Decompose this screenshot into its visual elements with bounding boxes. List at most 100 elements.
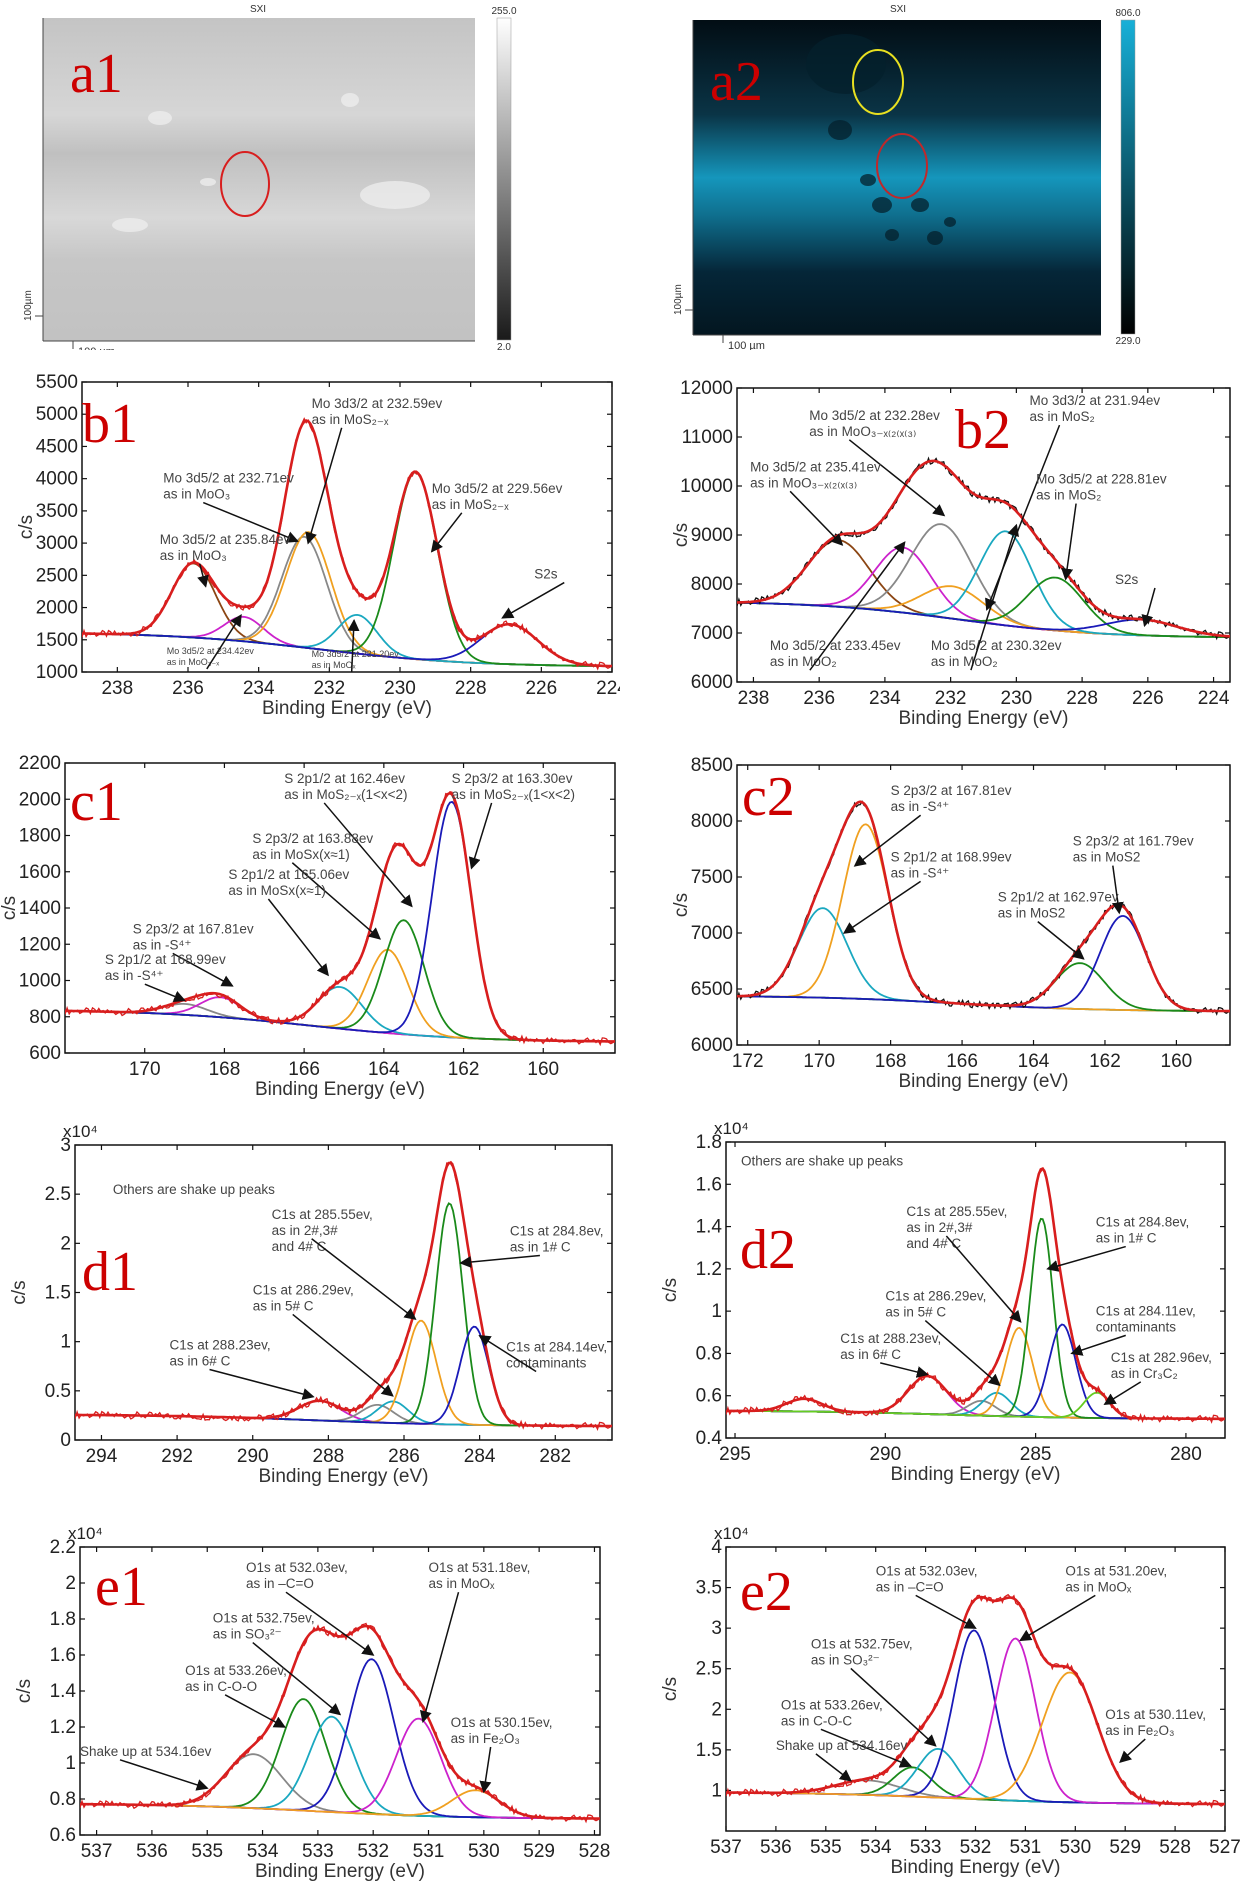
- annotation-line: as in MoS₂: [1030, 409, 1095, 424]
- y-axis-label: c/s: [660, 1278, 681, 1302]
- annotation-line: as in MoS2: [1073, 850, 1141, 865]
- y-tick-label: 1000: [19, 971, 61, 992]
- annotation-line: as in Fe₂O₃: [1105, 1723, 1174, 1738]
- x-tick-label: 535: [810, 1837, 842, 1858]
- annotation-line: C1s at 282.96ev,: [1111, 1350, 1212, 1365]
- chart-d2: 0.4 0.6 0.8 1 1.2 1.4 1.6 1.8 295 290 285 280 Bindin…: [620, 1110, 1241, 1500]
- annotation-line: and 4# C: [906, 1236, 961, 1251]
- x-tick-label: 160: [1161, 1051, 1193, 1072]
- bright-spot: [341, 93, 359, 107]
- x-tick-label: 528: [579, 1841, 611, 1862]
- annotation-line: Mo 3d5/2 at 231.20ev: [312, 649, 400, 659]
- x-tick-label: 537: [710, 1837, 742, 1858]
- y-tick-label: 1800: [19, 826, 61, 847]
- x-tick-label: 164: [368, 1059, 400, 1080]
- y-tick-label: 1.5: [696, 1740, 722, 1761]
- annotation-label: C1s at 286.29ev, as in 5# C: [253, 1282, 354, 1313]
- annotation-arrow: [479, 1746, 492, 1794]
- annotation-line: as in MoO₃: [163, 487, 230, 502]
- y-tick-label: 3: [711, 1618, 722, 1639]
- colorbar-max: 806.0: [1115, 8, 1140, 19]
- bright-spot: [148, 111, 172, 125]
- annotation-arrow: [202, 501, 299, 543]
- annotation-arrow: [459, 1254, 540, 1268]
- annotation-label: S 2p3/2 at 163.30ev as in MoS₂₋ₓ(1<x<2): [452, 771, 575, 802]
- annotation-label: O1s at 533.26ev, as in C-O-C: [781, 1697, 883, 1728]
- annotation-line: as in -S⁴⁺: [133, 937, 192, 952]
- chart-b1-svg: 1000 1500 2000 2500 3000 3500 4000 4500 5000 5500…: [16, 372, 628, 719]
- annotation-arrow: [1070, 1334, 1126, 1356]
- y-tick-label: 1.4: [50, 1681, 77, 1702]
- annotation-label: Mo 3d5/2 at 230.32ev as in MoO₂: [931, 638, 1062, 669]
- annotation-line: as in 2#,3#: [272, 1223, 339, 1238]
- x-tick-label: 280: [1170, 1444, 1202, 1465]
- x-tick-label: 531: [413, 1841, 445, 1862]
- envelope-fit: [80, 1624, 600, 1820]
- annotation-line: as in 6# C: [840, 1347, 901, 1362]
- annotation-line: as in MoSx(x≈1): [228, 883, 325, 898]
- sxi-image-a1: 100 µm 100µm SXI 255.0 2.0 a1: [0, 0, 620, 358]
- annotation-line: as in MoS₂₋ₓ: [312, 412, 389, 427]
- x-tick-label: 534: [860, 1837, 892, 1858]
- annotation-label: S 2p1/2 at 165.06ev as in MoSx(x≈1): [228, 867, 349, 898]
- annotation-arrow: [850, 1667, 937, 1747]
- y-tick-label: 0.8: [696, 1343, 722, 1364]
- image-title: SXI: [250, 4, 266, 15]
- x-tick-label: 535: [191, 1841, 223, 1862]
- y-multiplier: x10⁴: [63, 1122, 98, 1141]
- annotation-label: Mo 3d5/2 at 234.42ev as in MoO₃₋ₓ: [167, 646, 255, 667]
- x-tick-label: 286: [388, 1446, 420, 1467]
- dark-spot: [927, 231, 943, 245]
- panel-label: c2: [742, 766, 795, 828]
- x-tick-label: 528: [1159, 1837, 1191, 1858]
- panel-label: c1: [70, 771, 123, 833]
- annotation-label: C1s at 285.55ev, as in 2#,3# and 4# C: [272, 1207, 373, 1254]
- annotation-arrow: [501, 581, 565, 619]
- annotation-line: as in 6# C: [170, 1354, 231, 1369]
- annotation-arrow: [1119, 1738, 1146, 1764]
- annotation-arrow: [809, 541, 906, 671]
- scale-label-y: 100µm: [673, 284, 684, 315]
- annotation-arrow: [853, 814, 922, 867]
- annotation-label: Mo 3d5/2 at 229.56ev as in MoS₂₋ₓ: [432, 481, 563, 512]
- region-circle: [220, 151, 270, 217]
- y-tick-label: 3500: [36, 501, 78, 522]
- y-tick-label: 1.8: [696, 1132, 722, 1153]
- annotation-arrow: [1103, 1381, 1142, 1405]
- panel-label: d1: [82, 1241, 138, 1303]
- annotation-line: O1s at 532.03ev,: [876, 1563, 978, 1578]
- x-axis-label: Binding Energy (eV): [898, 708, 1068, 729]
- x-tick-label: 224: [596, 678, 620, 699]
- y-tick-label: 800: [29, 1007, 61, 1028]
- annotation-arrow: [1061, 503, 1077, 581]
- dark-spot: [911, 198, 929, 212]
- annotation-label: S2s: [1115, 572, 1139, 587]
- annotation-arrow: [1111, 865, 1124, 915]
- annotation-line: O1s at 533.26ev,: [781, 1697, 883, 1712]
- plot-frame: [725, 1546, 1226, 1832]
- chart-c2-svg: 6000 6500 7000 7500 8000 8500 172 170 168 166 164 1…: [671, 755, 1231, 1092]
- annotation-label: C1s at 284.8ev, as in 1# C: [510, 1223, 604, 1254]
- annotation-label: Mo 3d5/2 at 232.28ev as in MoO₃₋ₓ₍₂₍ₓ₍₃₎: [809, 408, 940, 439]
- annotation-label: Mo 3d5/2 at 235.41ev as in MoO₃₋ₓ₍₂₍ₓ₍₃₎: [750, 459, 881, 490]
- annotation-line: as in MoO₃₋ₓ₍₂₍ₓ₍₃₎: [809, 424, 916, 439]
- y-tick-label: 1.5: [45, 1283, 71, 1304]
- annotation-line: C1s at 284.8ev,: [1096, 1215, 1190, 1230]
- curves: [726, 1593, 1225, 1809]
- annotation-line: C1s at 286.29ev,: [885, 1289, 986, 1304]
- panel-label: e2: [740, 1561, 793, 1623]
- annotation-arrow: [1141, 587, 1156, 628]
- colorbar-max: 255.0: [491, 6, 516, 17]
- annotation-line: S2s: [1115, 572, 1139, 587]
- y-tick-label: 3.5: [696, 1578, 722, 1599]
- annotation-line: and 4# C: [272, 1239, 327, 1254]
- annotation-label: S 2p3/2 at 161.79ev as in MoS2: [1073, 834, 1194, 865]
- annotation-label: O1s at 530.15ev, as in Fe₂O₃: [451, 1715, 553, 1746]
- sxi-a2-svg: 100 µm 100µm SXI 806.0 229.0 a2: [673, 4, 1141, 352]
- annotation-label: Mo 3d5/2 at 235.84ev as in MoO₃: [160, 532, 291, 563]
- annotation-label: Mo 3d3/2 at 232.59ev as in MoS₂₋ₓ: [312, 396, 443, 427]
- annotation-label: C1s at 284.14ev, contaminants: [506, 1340, 607, 1371]
- x-tick-label: 529: [523, 1841, 555, 1862]
- annotation-arrow: [291, 862, 381, 940]
- curves: [80, 1622, 600, 1824]
